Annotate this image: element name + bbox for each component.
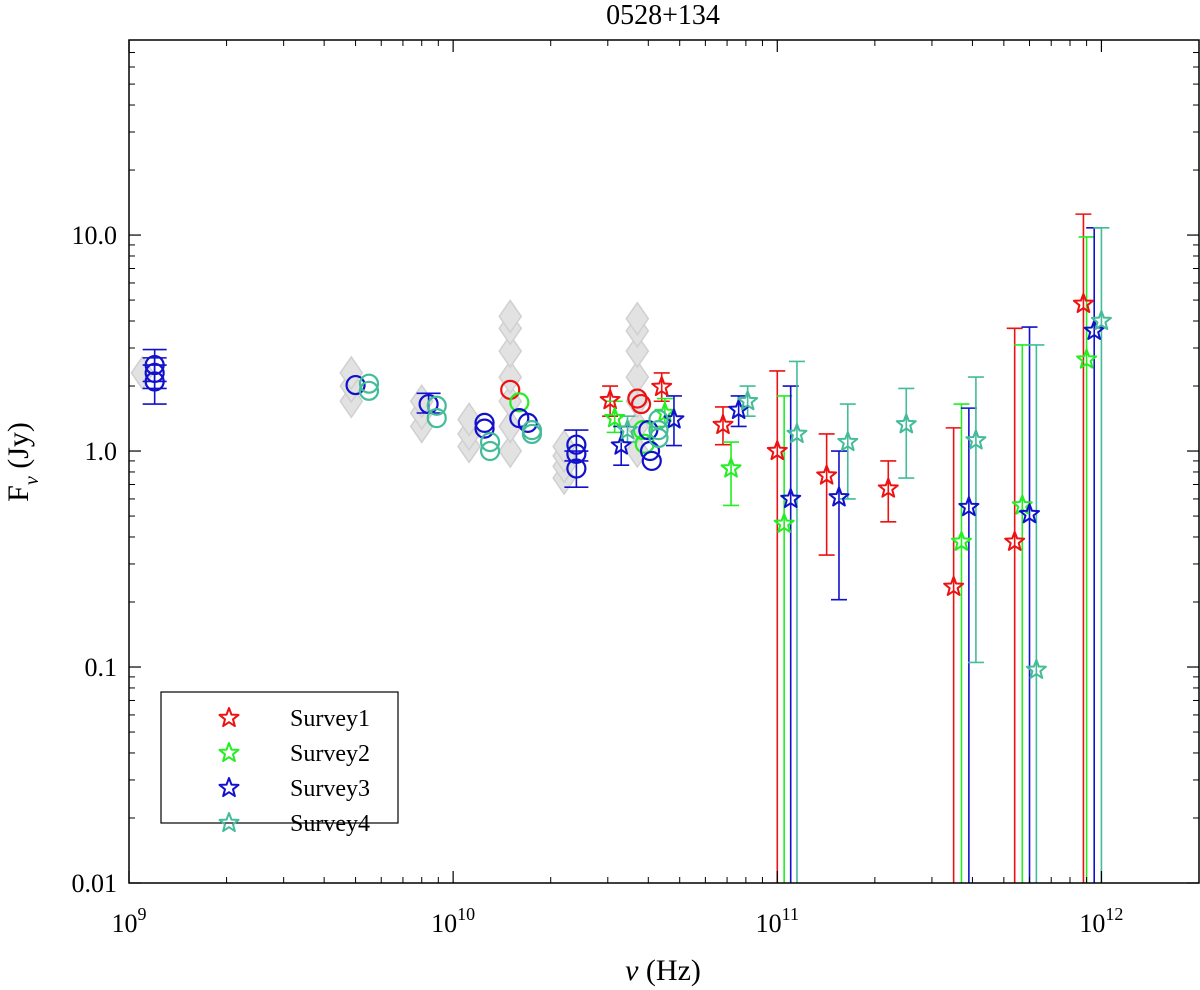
survey4-star-point xyxy=(786,422,808,444)
survey3-circle-point xyxy=(474,418,495,439)
x-tick-label: 1011 xyxy=(756,904,799,938)
archive-point xyxy=(498,333,523,369)
survey4-circle-point xyxy=(479,440,501,462)
legend-marker-survey4 xyxy=(218,812,240,833)
archive-point xyxy=(498,433,523,469)
y-tick-label: 1.0 xyxy=(85,437,118,466)
survey1-star-point xyxy=(1004,530,1026,551)
survey2-star-point xyxy=(720,457,742,478)
y-axis-label: Fν (Jy) xyxy=(2,422,43,502)
survey4-circle-point xyxy=(358,373,380,394)
survey2-star-point xyxy=(604,407,626,428)
survey1-star-point xyxy=(1072,292,1094,313)
survey2-star-point xyxy=(1011,494,1033,515)
data-markers xyxy=(144,292,1112,679)
x-tick-label: 1012 xyxy=(1079,904,1123,938)
survey2-star-point xyxy=(950,530,972,551)
y-tick-label: 10.0 xyxy=(72,221,118,250)
x-axis-label: ν (Hz) xyxy=(625,954,701,987)
legend-label-survey2: Survey2 xyxy=(290,741,370,767)
survey4-circle-point xyxy=(426,408,447,429)
legend-box xyxy=(160,691,399,824)
survey4-circle-point xyxy=(358,380,380,401)
tick-labels: 109 1010 1011 1012 0.01 0.1 1.0 10.0 xyxy=(72,221,1124,938)
survey4-circle-point xyxy=(521,423,543,445)
legend-label-survey3: Survey3 xyxy=(290,776,370,802)
legend-label-survey1: Survey1 xyxy=(290,706,370,732)
survey1-star-point xyxy=(943,575,965,596)
survey3-star-point xyxy=(1083,319,1105,340)
survey2-star-point xyxy=(773,512,795,533)
error-bars xyxy=(142,213,1110,883)
survey3-circle-point xyxy=(345,374,366,396)
survey1-star-point xyxy=(877,477,899,498)
archive-point xyxy=(625,333,650,369)
survey1-star-point xyxy=(766,440,788,461)
survey4-star-point xyxy=(737,390,759,411)
survey3-star-point xyxy=(828,486,850,507)
archive-point xyxy=(498,409,523,444)
survey3-star-point xyxy=(1019,503,1041,524)
legend-marker-survey1 xyxy=(218,707,240,728)
legend-label-survey4: Survey4 xyxy=(290,811,370,837)
survey3-star-point xyxy=(958,496,980,517)
survey1-star-point xyxy=(816,464,838,485)
survey3-circle-point xyxy=(566,458,587,479)
survey2-circle-point xyxy=(509,392,530,413)
y-tick-label: 0.01 xyxy=(72,869,118,898)
survey2-star-point xyxy=(1076,348,1098,369)
legend: Survey1 Survey2 Survey3 Survey4 xyxy=(160,691,399,837)
legend-marker-survey2 xyxy=(218,742,240,763)
survey3-circle-point xyxy=(144,362,165,384)
axis-ticks xyxy=(128,39,1200,884)
survey4-star-point xyxy=(965,429,987,450)
x-tick-label: 1010 xyxy=(431,904,475,938)
survey3-circle-point xyxy=(641,450,662,472)
survey1-star-point xyxy=(712,413,734,435)
survey4-star-point xyxy=(895,413,917,434)
archive-point xyxy=(625,301,650,337)
survey1-circle-point xyxy=(630,393,652,415)
survey4-star-point xyxy=(1090,310,1112,331)
survey3-circle-point xyxy=(566,434,587,455)
survey4-star-point xyxy=(837,431,859,452)
y-tick-label: 0.1 xyxy=(85,653,118,682)
survey4-star-point xyxy=(616,419,638,440)
survey4-circle-point xyxy=(426,395,447,416)
survey4-circle-point xyxy=(479,431,501,453)
survey1-circle-point xyxy=(627,388,648,409)
archive-point xyxy=(498,359,523,395)
archive-point xyxy=(339,355,364,391)
survey3-star-point xyxy=(780,487,802,509)
x-tick-label: 109 xyxy=(112,904,147,938)
archive-point xyxy=(498,299,523,334)
survey1-star-point xyxy=(599,389,621,410)
survey3-circle-point xyxy=(566,443,587,464)
legend-marker-survey3 xyxy=(218,777,240,798)
survey3-star-point xyxy=(610,434,632,455)
survey3-circle-point xyxy=(144,354,165,376)
survey4-circle-point xyxy=(648,427,669,449)
survey1-star-point xyxy=(651,375,673,397)
chart-title: 0528+134 xyxy=(606,0,720,31)
survey3-circle-point xyxy=(474,412,495,433)
survey4-circle-point xyxy=(648,420,669,441)
plot-frame xyxy=(128,39,1200,884)
survey4-star-point xyxy=(1025,658,1047,679)
survey3-circle-point xyxy=(144,371,165,392)
archive-point xyxy=(625,359,650,395)
